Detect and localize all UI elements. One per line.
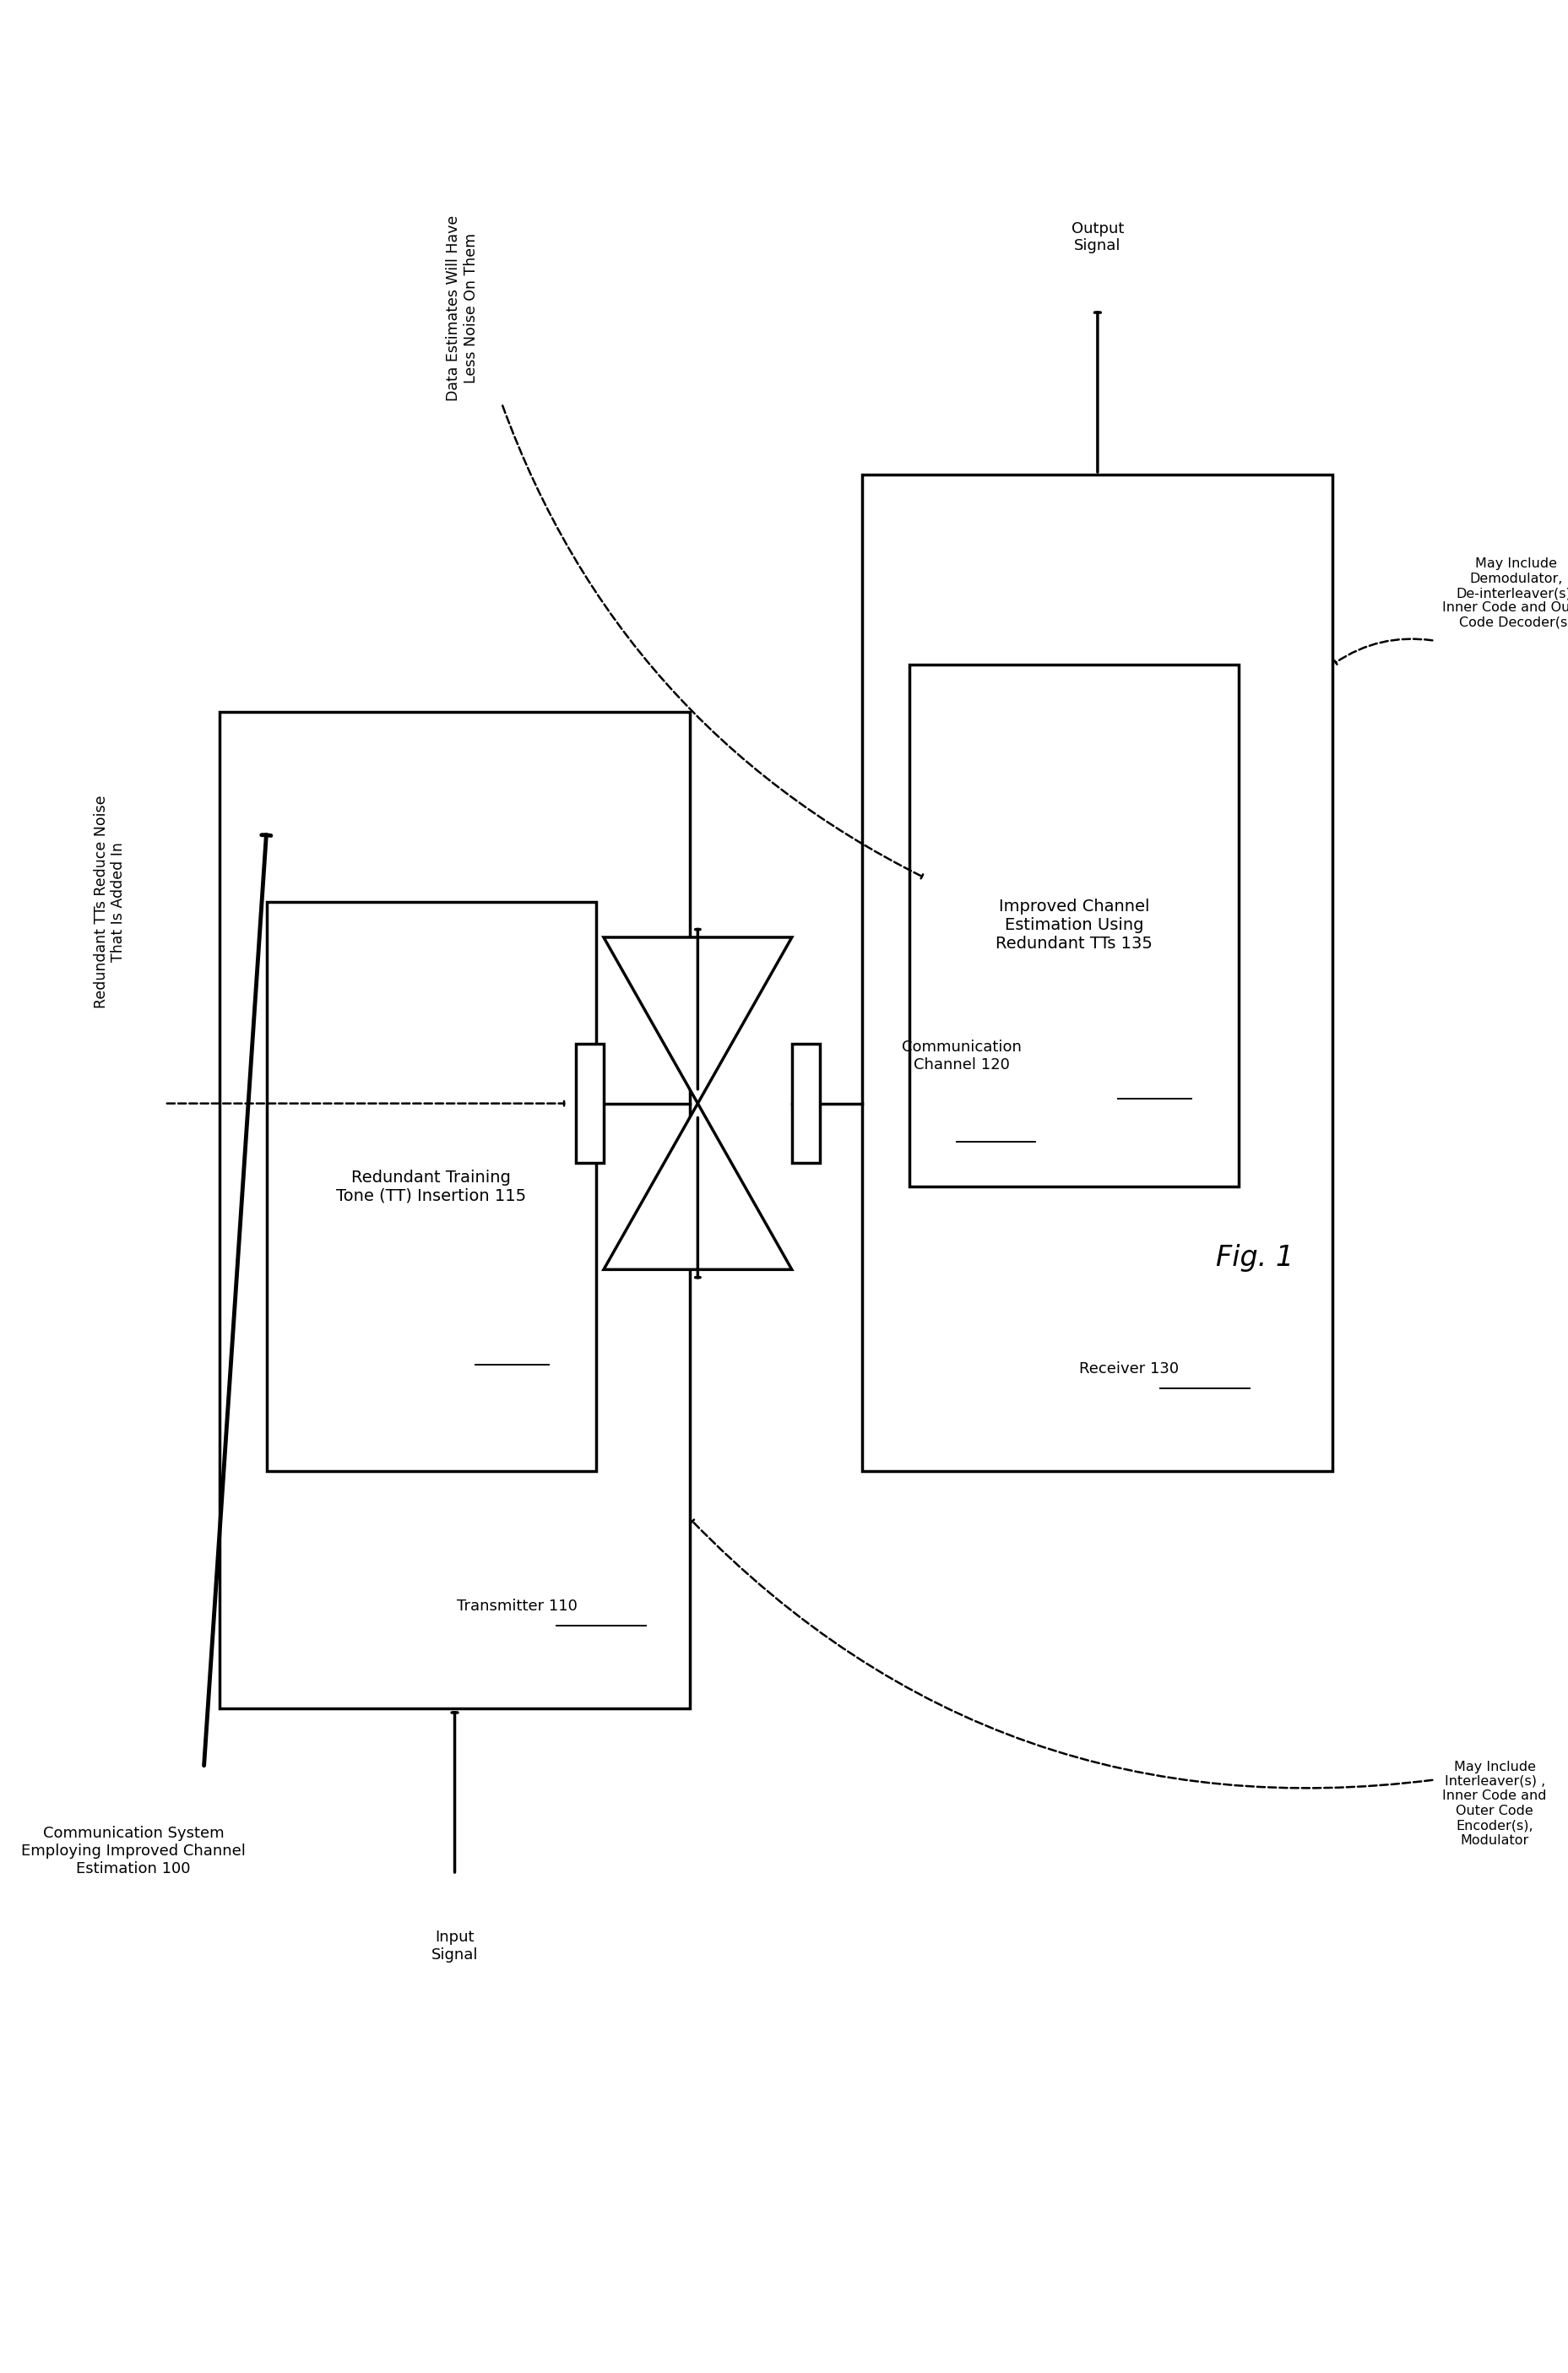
Bar bbox=[862, 475, 1333, 1471]
Bar bbox=[792, 1044, 820, 1163]
Polygon shape bbox=[604, 1103, 792, 1270]
Text: Redundant Training
Tone (TT) Insertion 115: Redundant Training Tone (TT) Insertion 1… bbox=[336, 1170, 527, 1203]
Text: Communication
Channel 120: Communication Channel 120 bbox=[902, 1039, 1021, 1073]
Bar bbox=[909, 664, 1239, 1186]
Text: Data Estimates Will Have
Less Noise On Them: Data Estimates Will Have Less Noise On T… bbox=[447, 216, 478, 401]
Text: Redundant TTs Reduce Noise
That Is Added In: Redundant TTs Reduce Noise That Is Added… bbox=[94, 795, 125, 1009]
Text: Improved Channel
Estimation Using
Redundant TTs 135: Improved Channel Estimation Using Redund… bbox=[996, 899, 1152, 952]
Text: Fig. 1: Fig. 1 bbox=[1215, 1243, 1294, 1272]
Text: May Include
Demodulator,
De-interleaver(s),
Inner Code and Outer
Code Decoder(s): May Include Demodulator, De-interleaver(… bbox=[1443, 558, 1568, 629]
Bar bbox=[220, 712, 690, 1709]
Text: May Include
Interleaver(s) ,
Inner Code and
Outer Code
Encoder(s),
Modulator: May Include Interleaver(s) , Inner Code … bbox=[1443, 1761, 1548, 1846]
Text: Output
Signal: Output Signal bbox=[1071, 221, 1124, 254]
Text: Communication System
Employing Improved Channel
Estimation 100: Communication System Employing Improved … bbox=[20, 1825, 246, 1877]
Text: Transmitter 110: Transmitter 110 bbox=[458, 1599, 577, 1614]
Bar bbox=[575, 1044, 604, 1163]
Text: Receiver 130: Receiver 130 bbox=[1079, 1362, 1179, 1376]
Bar bbox=[267, 902, 596, 1471]
Polygon shape bbox=[604, 937, 792, 1103]
Text: Input
Signal: Input Signal bbox=[431, 1929, 478, 1962]
